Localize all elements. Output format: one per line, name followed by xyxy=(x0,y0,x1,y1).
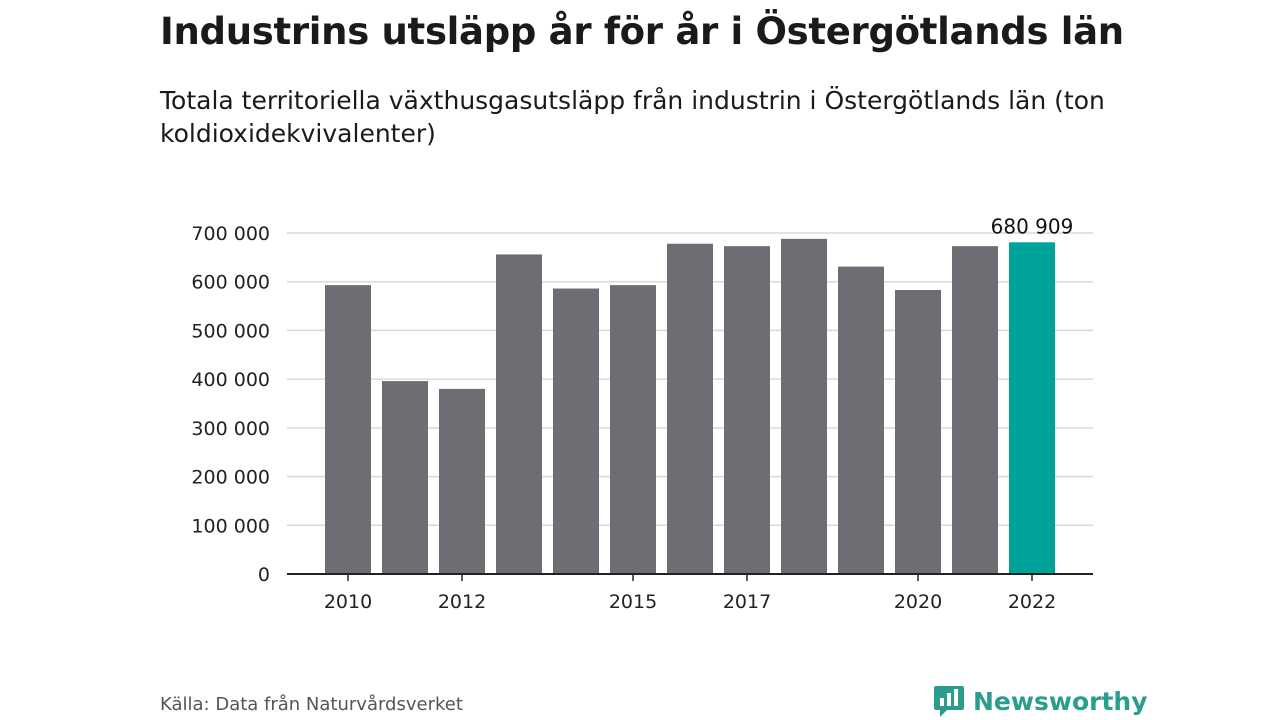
chart-subtitle: Totala territoriella växthusgasutsläpp f… xyxy=(160,86,1105,148)
x-tick-label: 2015 xyxy=(609,591,657,613)
bar xyxy=(382,381,428,574)
y-tick-label: 700 000 xyxy=(191,223,270,245)
y-tick-label: 100 000 xyxy=(191,515,270,537)
bar-highlight xyxy=(1009,242,1055,574)
x-tick-label: 2010 xyxy=(324,591,372,613)
bar xyxy=(610,285,656,574)
brand-name: Newsworthy xyxy=(973,686,1148,716)
brand-logo: Newsworthy xyxy=(933,684,1148,718)
source-note: Källa: Data från Naturvårdsverket xyxy=(160,694,463,715)
bar xyxy=(781,238,827,575)
x-tick-label: 2012 xyxy=(438,591,486,613)
y-tick-label: 200 000 xyxy=(191,467,270,489)
chart-title: Industrins utsläpp år för år i Östergötl… xyxy=(160,10,1124,53)
bar xyxy=(325,285,371,574)
y-tick-label: 0 xyxy=(258,564,270,586)
y-tick-label: 400 000 xyxy=(191,369,270,391)
y-tick-label: 600 000 xyxy=(191,272,270,294)
bar xyxy=(496,254,542,575)
bar xyxy=(553,288,599,574)
x-tick-label: 2020 xyxy=(894,591,942,613)
bar xyxy=(724,246,770,574)
x-tick-label: 2022 xyxy=(1008,591,1056,613)
y-tick-label: 500 000 xyxy=(191,320,270,342)
newsworthy-logo-icon xyxy=(934,686,964,717)
bar xyxy=(667,243,713,574)
bar xyxy=(838,266,884,574)
x-tick-label: 2017 xyxy=(723,591,771,613)
bar xyxy=(895,289,941,574)
bar-chart: 0 100 000 200 000 300 000 400 000 500 000 600 … xyxy=(191,214,1093,613)
bar xyxy=(439,388,485,574)
data-label: 680 909 xyxy=(991,214,1074,238)
y-tick-label: 300 000 xyxy=(191,418,270,440)
bar xyxy=(952,246,998,574)
